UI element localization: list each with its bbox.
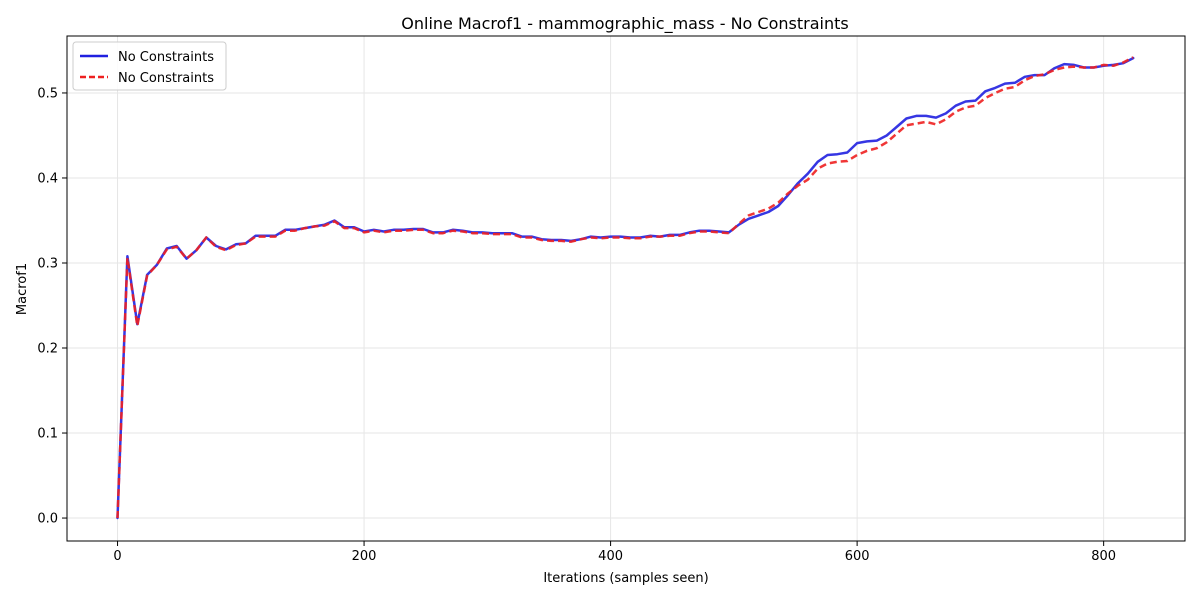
x-tick-label: 600	[845, 549, 870, 564]
x-tick-label: 800	[1091, 549, 1116, 564]
x-tick-label: 0	[113, 549, 121, 564]
legend-label-solid: No Constraints	[118, 50, 214, 65]
grid	[67, 36, 1185, 541]
y-tick-label: 0.2	[37, 342, 58, 357]
legend-label-dashed: No Constraints	[118, 71, 214, 86]
ticks: 0 200 400 600 800 0.0 0.1 0.2 0.3 0.4 0.5	[37, 86, 1116, 564]
x-axis-label: Iterations (samples seen)	[543, 571, 708, 586]
legend: No Constraints No Constraints	[72, 41, 227, 91]
y-tick-label: 0.1	[37, 427, 58, 442]
y-tick-label: 0.5	[37, 86, 58, 101]
y-tick-label: 0.0	[37, 512, 58, 527]
x-tick-label: 200	[352, 549, 377, 564]
legend-box	[72, 41, 227, 91]
series-group	[116, 56, 1135, 520]
series-line-dashed	[116, 56, 1134, 519]
y-axis-label: Macrof1	[15, 263, 30, 315]
y-tick-label: 0.4	[37, 171, 58, 186]
chart-title: Online Macrof1 - mammographic_mass - No …	[401, 14, 848, 34]
x-tick-label: 400	[598, 549, 623, 564]
plot-frame	[66, 35, 1186, 542]
y-tick-label: 0.3	[37, 256, 58, 271]
